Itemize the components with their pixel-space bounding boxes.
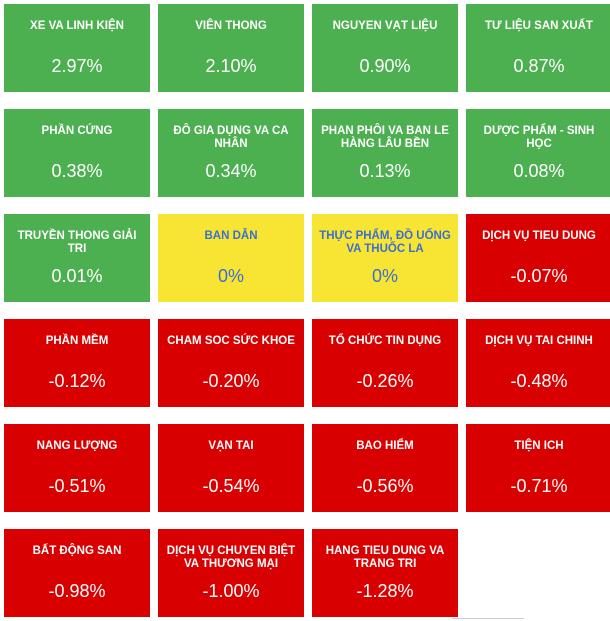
sector-name: THỰC PHẨM, ĐỒ UỐNG VA THUỐC LA [319, 230, 451, 255]
sector-tile[interactable]: HANG TIEU DUNG VA TRANG TRI -1.28% [312, 529, 458, 617]
sector-name: TỔ CHỨC TIN DỤNG [328, 335, 442, 347]
sector-tile[interactable]: XE VA LINH KIỆN 2.97% [4, 4, 150, 92]
sector-change-value: -0.07% [510, 266, 568, 286]
sector-tile[interactable]: BẤT ĐỘNG SAN -0.98% [4, 529, 150, 617]
sector-change-value: -0.20% [202, 371, 260, 391]
sector-change-value: -0.48% [510, 371, 568, 391]
sector-tile[interactable]: TIỆN ICH -0.71% [466, 424, 610, 512]
sector-name: DỊCH VỤ TIEU DUNG [482, 230, 596, 242]
sector-change-value: 0.13% [359, 161, 411, 181]
sector-tile[interactable]: THỰC PHẨM, ĐỒ UỐNG VA THUỐC LA 0% [312, 214, 458, 302]
sector-name: TIỆN ICH [514, 440, 564, 452]
sector-tile[interactable]: PHAN PHÔI VA BAN LE HÀNG LÂU BỀN 0.13% [312, 109, 458, 197]
sector-tile[interactable]: VẠN TAI -0.54% [158, 424, 304, 512]
sector-change-value: 0.90% [359, 56, 411, 76]
sector-name: TRUYỀN THONG GIẢI TRI [17, 230, 137, 255]
sector-tile[interactable]: CHAM SOC SỨC KHOE -0.20% [158, 319, 304, 407]
sector-tile[interactable]: NGUYEN VẠT LIỆU 0.90% [312, 4, 458, 92]
sector-tile[interactable]: BAN DẪN 0% [158, 214, 304, 302]
sector-change-value: -0.71% [510, 476, 568, 496]
sector-change-value: -1.00% [202, 581, 260, 601]
divider-line [452, 618, 524, 619]
sector-name: BAO HIỂM [356, 440, 414, 452]
sector-change-value: 0% [371, 266, 398, 286]
sector-change-value: 2.97% [51, 56, 103, 76]
sector-change-value: 0.34% [205, 161, 257, 181]
sector-name: NANG LƯỢNG [36, 440, 118, 452]
sector-name: DỊCH VỤ CHUYEN BIỆT VA THƯƠNG MẠI [166, 545, 296, 570]
sector-name: PHẦN MỀM [45, 335, 109, 347]
sector-name: VIÊN THONG [195, 20, 267, 32]
sector-change-value: -0.12% [48, 371, 106, 391]
sector-name: BẤT ĐỘNG SAN [32, 545, 122, 557]
sector-tile[interactable]: DỊCH VỤ CHUYEN BIỆT VA THƯƠNG MẠI -1.00% [158, 529, 304, 617]
sector-tile[interactable]: DƯỢC PHẨM - SINH HỌC 0.08% [466, 109, 610, 197]
sector-name: CHAM SOC SỨC KHOE [167, 335, 295, 347]
sector-change-value: -0.54% [202, 476, 260, 496]
sector-name: PHAN PHÔI VA BAN LE HÀNG LÂU BỀN [321, 125, 449, 150]
sector-change-value: 0% [217, 266, 244, 286]
sector-change-value: -1.28% [356, 581, 414, 601]
sector-change-value: 0.01% [51, 266, 103, 286]
sector-name: NGUYEN VẠT LIỆU [332, 20, 438, 32]
sector-name: HANG TIEU DUNG VA TRANG TRI [325, 545, 445, 570]
sector-tile[interactable]: TƯ LIỆU SAN XUẤT 0.87% [466, 4, 610, 92]
sector-name: ĐÔ GIA DỤNG VA CA NHÂN [173, 125, 289, 150]
sector-name: PHẦN CỨNG [41, 125, 113, 137]
sector-change-value: -0.51% [48, 476, 106, 496]
sector-heatmap-grid: XE VA LINH KIỆN 2.97% VIÊN THONG 2.10% NGUYE… [4, 4, 610, 617]
sector-change-value: 2.10% [205, 56, 257, 76]
sector-change-value: 0.08% [513, 161, 565, 181]
sector-tile[interactable]: ĐÔ GIA DỤNG VA CA NHÂN 0.34% [158, 109, 304, 197]
sector-tile[interactable]: VIÊN THONG 2.10% [158, 4, 304, 92]
sector-tile[interactable]: NANG LƯỢNG -0.51% [4, 424, 150, 512]
sector-name: VẠN TAI [208, 440, 254, 452]
sector-change-value: -0.56% [356, 476, 414, 496]
sector-tile[interactable]: BAO HIỂM -0.56% [312, 424, 458, 512]
sector-name: DỊCH VỤ TAI CHINH [485, 335, 593, 347]
sector-name: BAN DẪN [204, 230, 258, 242]
sector-tile[interactable]: TỔ CHỨC TIN DỤNG -0.26% [312, 319, 458, 407]
sector-tile[interactable]: PHẦN MỀM -0.12% [4, 319, 150, 407]
sector-change-value: -0.98% [48, 581, 106, 601]
sector-name: XE VA LINH KIỆN [30, 20, 124, 32]
sector-name: TƯ LIỆU SAN XUẤT [485, 20, 593, 32]
sector-change-value: 0.87% [513, 56, 565, 76]
sector-tile[interactable]: DỊCH VỤ TIEU DUNG -0.07% [466, 214, 610, 302]
sector-tile[interactable]: DỊCH VỤ TAI CHINH -0.48% [466, 319, 610, 407]
sector-tile[interactable]: PHẦN CỨNG 0.38% [4, 109, 150, 197]
sector-change-value: 0.38% [51, 161, 103, 181]
sector-name: DƯỢC PHẨM - SINH HỌC [483, 125, 595, 150]
sector-change-value: -0.26% [356, 371, 414, 391]
sector-tile[interactable]: TRUYỀN THONG GIẢI TRI 0.01% [4, 214, 150, 302]
